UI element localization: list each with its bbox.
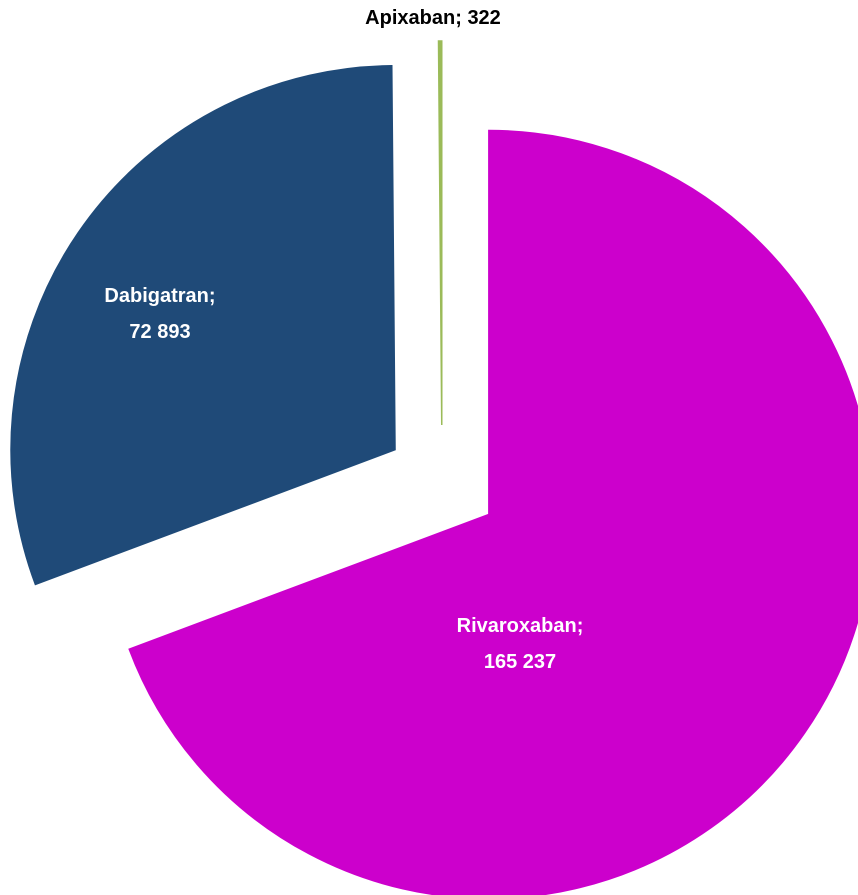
pie-slice xyxy=(437,40,443,426)
label-category: Apixaban xyxy=(365,7,455,29)
label-separator: ; xyxy=(577,615,584,637)
label-value: 72 893 xyxy=(129,321,190,343)
label-category: Dabigatran xyxy=(104,285,208,307)
data-label: Dabigatran; 72 893 xyxy=(104,285,215,343)
label-separator: ; xyxy=(455,7,462,29)
data-label: Rivaroxaban; 165 237 xyxy=(457,615,584,673)
pie-slice xyxy=(128,129,858,895)
label-separator: ; xyxy=(209,285,216,307)
label-category: Rivaroxaban xyxy=(457,615,577,637)
data-label: Apixaban; 322 xyxy=(365,7,501,29)
label-value: 165 237 xyxy=(484,651,556,673)
label-value: 322 xyxy=(467,7,500,29)
pie-slice xyxy=(10,64,396,586)
